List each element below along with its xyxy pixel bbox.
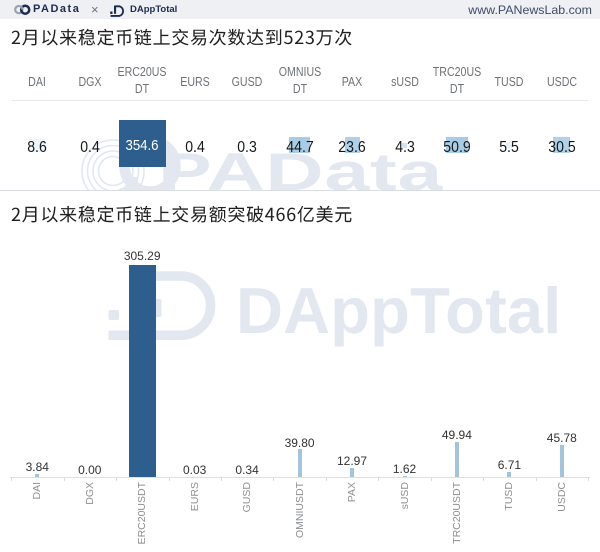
svg-text:DAppTotal: DAppTotal <box>236 274 562 347</box>
